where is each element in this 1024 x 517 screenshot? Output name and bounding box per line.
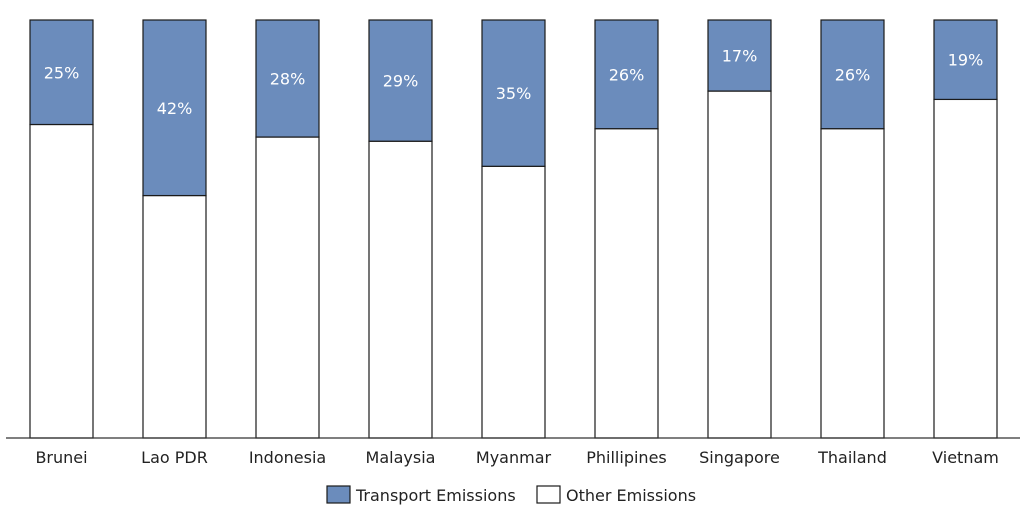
bar-transport-brunei [29, 19, 94, 126]
category-label: Malaysia [366, 448, 436, 467]
bar-other-brunei [29, 123, 94, 439]
bar-other-singapore [707, 90, 772, 439]
category-label: Brunei [35, 448, 87, 467]
bar-transport-vietnam [933, 19, 998, 101]
data-label: 28% [270, 70, 306, 89]
bar-other-indonesia [255, 136, 320, 439]
bar-other-vietnam [933, 98, 998, 439]
bar-other-malaysia [368, 140, 433, 439]
category-label: Lao PDR [141, 448, 208, 467]
bar-transport-phillipines [594, 19, 659, 130]
category-label: Phillipines [586, 448, 667, 467]
bar-transport-malaysia [368, 19, 433, 142]
category-label: Thailand [817, 448, 887, 467]
data-label: 26% [609, 65, 645, 84]
bar-other-thailand [820, 128, 885, 439]
data-label: 42% [157, 99, 193, 118]
bar-transport-indonesia [255, 19, 320, 138]
data-label: 25% [44, 63, 80, 82]
legend-label: Other Emissions [566, 486, 696, 505]
data-label: 35% [496, 84, 532, 103]
bar-other-myanmar [481, 165, 546, 439]
category-label: Indonesia [249, 448, 326, 467]
data-label: 29% [383, 72, 419, 91]
data-label: 26% [835, 65, 871, 84]
bar-other-phillipines [594, 128, 659, 439]
bar-transport-lao-pdr [142, 19, 207, 197]
bar-other-lao-pdr [142, 194, 207, 439]
legend-swatch-transport [326, 485, 351, 504]
bar-transport-myanmar [481, 19, 546, 167]
category-label: Myanmar [476, 448, 552, 467]
category-label: Singapore [699, 448, 780, 467]
legend-swatch-other [536, 485, 561, 504]
bar-transport-singapore [707, 19, 772, 92]
category-label: Vietnam [932, 448, 999, 467]
data-label: 17% [722, 47, 758, 66]
data-label: 19% [948, 51, 984, 70]
bar-transport-thailand [820, 19, 885, 130]
legend-label: Transport Emissions [355, 486, 516, 505]
